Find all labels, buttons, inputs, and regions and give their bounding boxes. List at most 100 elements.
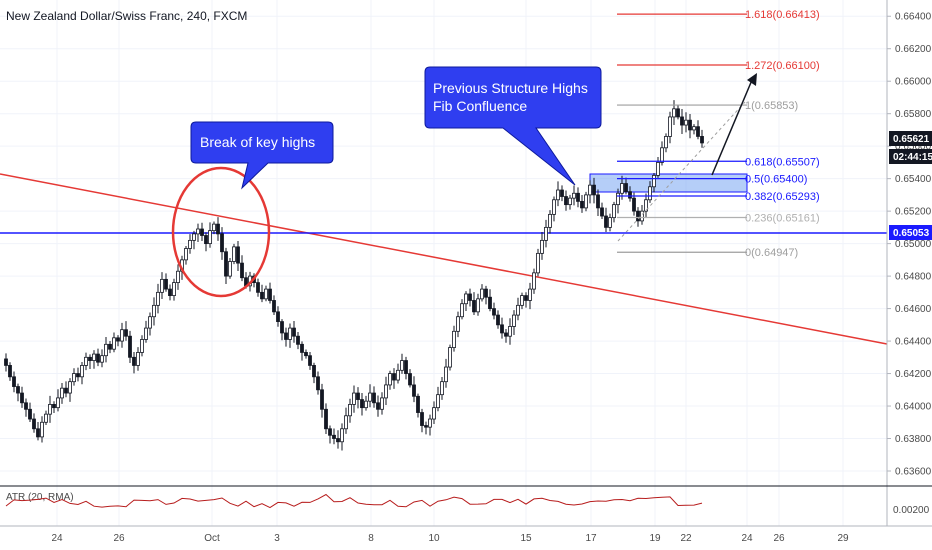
grid-lines bbox=[0, 0, 887, 526]
candle-body bbox=[324, 408, 328, 430]
candle-body bbox=[440, 381, 444, 396]
candle-body bbox=[220, 233, 224, 253]
candle-body bbox=[360, 399, 364, 409]
candle-body bbox=[384, 384, 388, 399]
candle-body bbox=[644, 199, 648, 212]
candle-body bbox=[456, 316, 460, 332]
candle-body bbox=[496, 314, 500, 326]
candle-body bbox=[224, 251, 228, 277]
time-tick-label: 26 bbox=[113, 533, 125, 544]
candle-body bbox=[408, 373, 412, 386]
candle-body bbox=[36, 428, 40, 438]
time-axis[interactable]: 24 26 Oct 3 8 10 15 17 19 22 24 26 29 bbox=[51, 533, 849, 544]
candle-body bbox=[584, 194, 588, 209]
candle-body bbox=[276, 311, 280, 322]
candle-body bbox=[136, 352, 140, 366]
price-tick-label: 0.63800 bbox=[895, 434, 932, 445]
time-tick-label: 19 bbox=[649, 533, 661, 544]
candle-body bbox=[204, 235, 208, 245]
price-tick-label: 0.65200 bbox=[895, 207, 932, 218]
time-tick-label: 15 bbox=[520, 533, 532, 544]
support-price-label: 0.65053 bbox=[893, 228, 930, 239]
price-axis[interactable]: 0.66400 0.66200 0.66000 0.65800 0.65600 0.654… bbox=[887, 12, 932, 478]
fib-label: 1.272(0.66100) bbox=[745, 60, 820, 72]
candle-body bbox=[236, 246, 240, 264]
chart-title: New Zealand Dollar/Swiss Franc, 240, FXC… bbox=[6, 9, 247, 23]
candle-body bbox=[524, 295, 528, 301]
candle-body bbox=[412, 384, 416, 397]
candle-body bbox=[264, 288, 268, 300]
candle-body bbox=[504, 332, 508, 337]
candle-body bbox=[640, 210, 644, 222]
callout-break: Break of key highs bbox=[190, 121, 334, 190]
candle-body bbox=[168, 288, 172, 296]
candle-body bbox=[128, 335, 132, 358]
candle-body bbox=[176, 270, 180, 284]
fib-levels: 1.618(0.66413) 1.272(0.66100) 1(0.65853) 0.… bbox=[617, 9, 820, 259]
candle-body bbox=[472, 300, 476, 313]
candle-body bbox=[228, 261, 232, 277]
current-price-label: 0.65621 bbox=[893, 134, 930, 145]
candle-body bbox=[316, 376, 320, 391]
candle-body bbox=[676, 108, 680, 118]
candle-body bbox=[432, 407, 436, 420]
candle-body bbox=[416, 395, 420, 413]
candle-body bbox=[400, 360, 404, 371]
candle-body bbox=[92, 353, 96, 361]
price-tick-label: 0.64600 bbox=[895, 304, 932, 315]
candle-body bbox=[492, 308, 496, 316]
candle-body bbox=[272, 300, 276, 313]
candle-body bbox=[536, 252, 540, 274]
candle-body bbox=[700, 136, 704, 144]
candle-body bbox=[500, 324, 504, 334]
candle-body bbox=[620, 183, 624, 194]
candle-body bbox=[240, 262, 244, 279]
candle-body bbox=[696, 126, 700, 137]
callout-structure-line1: Previous Structure Highs bbox=[433, 80, 588, 96]
candle-body bbox=[56, 397, 60, 409]
fib-label: 0.618(0.65507) bbox=[745, 156, 820, 168]
candle-body bbox=[184, 248, 188, 261]
candle-body bbox=[580, 200, 584, 209]
candle-body bbox=[284, 332, 288, 340]
candle-body bbox=[404, 360, 408, 374]
fib-label: 0(0.64947) bbox=[745, 247, 798, 259]
candle-body bbox=[48, 404, 52, 415]
candle-body bbox=[164, 278, 168, 290]
arrow-head-icon bbox=[747, 73, 757, 86]
candle-body bbox=[212, 223, 216, 232]
price-tick-label: 0.64800 bbox=[895, 272, 932, 283]
candle-body bbox=[260, 291, 264, 300]
candle-body bbox=[608, 217, 612, 228]
candle-body bbox=[648, 186, 652, 201]
candle-body bbox=[24, 402, 28, 410]
candle-body bbox=[484, 288, 488, 298]
candle-body bbox=[12, 376, 16, 387]
candle-body bbox=[576, 192, 580, 202]
atr-line bbox=[5, 493, 703, 509]
candle-body bbox=[548, 213, 552, 228]
candle-body bbox=[64, 387, 68, 394]
candle-body bbox=[604, 215, 608, 228]
fib-label: 0.236(0.65161) bbox=[745, 212, 820, 224]
candle-body bbox=[452, 330, 456, 348]
candle-body bbox=[340, 428, 344, 443]
candle-body bbox=[528, 288, 532, 301]
candle-body bbox=[680, 116, 684, 126]
candle-body bbox=[596, 194, 600, 209]
atr-axis-tick: 0.00200 bbox=[893, 505, 930, 516]
candle-body bbox=[652, 175, 656, 188]
candle-body bbox=[152, 304, 156, 318]
candle-body bbox=[44, 413, 48, 423]
candle-body bbox=[592, 184, 596, 196]
candle-body bbox=[296, 335, 300, 345]
candle-body bbox=[4, 358, 8, 366]
candle-body bbox=[332, 434, 336, 439]
candle-body bbox=[20, 392, 24, 404]
candle-body bbox=[516, 304, 520, 316]
candle-body bbox=[280, 321, 284, 334]
price-tick-label: 0.64400 bbox=[895, 337, 932, 348]
candle-body bbox=[636, 210, 640, 222]
